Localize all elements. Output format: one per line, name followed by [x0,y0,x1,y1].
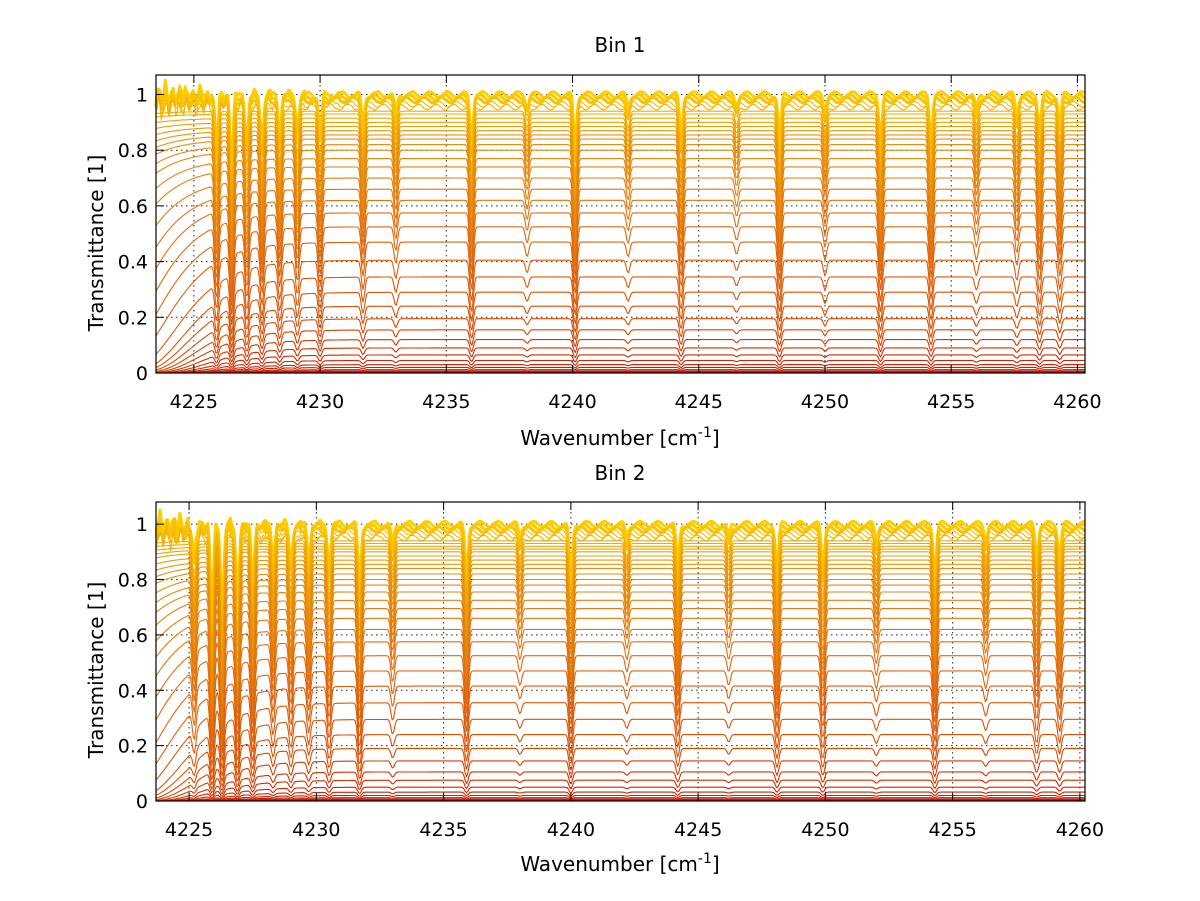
series-line [155,702,1085,792]
y-tick-label: 1 [136,514,148,536]
series-group [154,508,1087,802]
plot-frame [155,74,1086,374]
series-line [155,760,1085,801]
chart-title: Bin 1 [594,33,645,57]
series-line [155,747,1085,801]
x-tick-label: 4240 [547,819,595,841]
x-tick-label: 4225 [170,391,218,413]
x-tick-label: 4255 [927,391,975,413]
series-line [156,371,1085,374]
series-line [155,685,1085,781]
series-group [154,78,1087,374]
y-tick-label: 0 [136,363,148,385]
x-tick-label: 4230 [296,391,344,413]
series-line [156,797,1085,802]
series-line [155,291,1085,369]
chart-title: Bin 2 [594,461,645,485]
series-line [155,199,1085,292]
series-line [155,641,1085,743]
series-line [155,617,1085,731]
series-line [155,718,1085,796]
series-line [156,794,1085,802]
y-tick-label: 0.6 [118,625,148,647]
series-line [155,212,1085,299]
series-line [155,339,1085,374]
y-tick-label: 0.2 [118,736,148,758]
x-tick-label: 4250 [801,819,849,841]
x-tick-label: 4245 [674,819,722,841]
series-line [155,113,1085,202]
series-line [155,177,1085,279]
chart-bin-2: Bin 2 4225 4230 4235 4240 4245 4250 4255 4260 0 0… [84,461,1104,876]
series-line [155,734,1085,799]
y-tick-label: 0.4 [118,252,148,274]
series-line [156,366,1085,374]
series-line [156,359,1085,374]
series-line [156,779,1085,802]
series-line [155,329,1085,373]
plot-frame [155,501,1086,802]
series-line [156,799,1085,802]
series-line [155,259,1085,355]
x-tick-label: 4245 [675,391,723,413]
series-line [155,276,1085,365]
x-axis-label: Wavenumber [cm-1] [520,851,719,876]
series-line [156,798,1085,802]
y-axis-label: Transmittance [1] [84,582,108,760]
series-line [155,138,1085,249]
y-tick-label: 0.8 [118,140,148,162]
x-tick-label: 4250 [801,391,849,413]
series-line [155,226,1085,315]
x-tick-label: 4240 [548,391,596,413]
series-line [155,628,1085,737]
series-line [156,370,1085,374]
y-axis-label: Transmittance [1] [84,155,108,333]
x-tick-label: 4235 [422,391,470,413]
y-tick-label: 0 [136,791,148,813]
series-line [155,670,1085,765]
y-tick-label: 0.8 [118,570,148,592]
series-line [156,786,1085,802]
x-tick-label: 4230 [292,819,340,841]
x-tick-label: 4255 [928,819,976,841]
y-tick-label: 0.4 [118,680,148,702]
series-line [156,369,1085,374]
series-line [155,305,1085,371]
series-line [155,347,1085,374]
x-tick-label: 4225 [165,819,213,841]
x-tick-label: 4260 [1053,391,1101,413]
series-line [155,354,1085,374]
series-line [155,771,1085,802]
series-line [155,188,1085,285]
x-tick-label: 4260 [1056,819,1104,841]
series-line [155,318,1085,373]
series-line [156,364,1085,374]
y-tick-label: 0.6 [118,196,148,218]
x-axis-label: Wavenumber [cm-1] [520,425,719,450]
series-line [155,95,1086,191]
series-line [156,791,1085,802]
series-line [155,166,1085,273]
series-line [155,655,1085,750]
y-tick-label: 1 [136,84,148,106]
series-line [155,241,1085,336]
chart-bin-1: Bin 1 4225 4230 4235 4240 4245 4250 4255 4260 0 0… [84,33,1102,450]
y-tick-label: 0.2 [118,307,148,329]
x-tick-label: 4235 [419,819,467,841]
